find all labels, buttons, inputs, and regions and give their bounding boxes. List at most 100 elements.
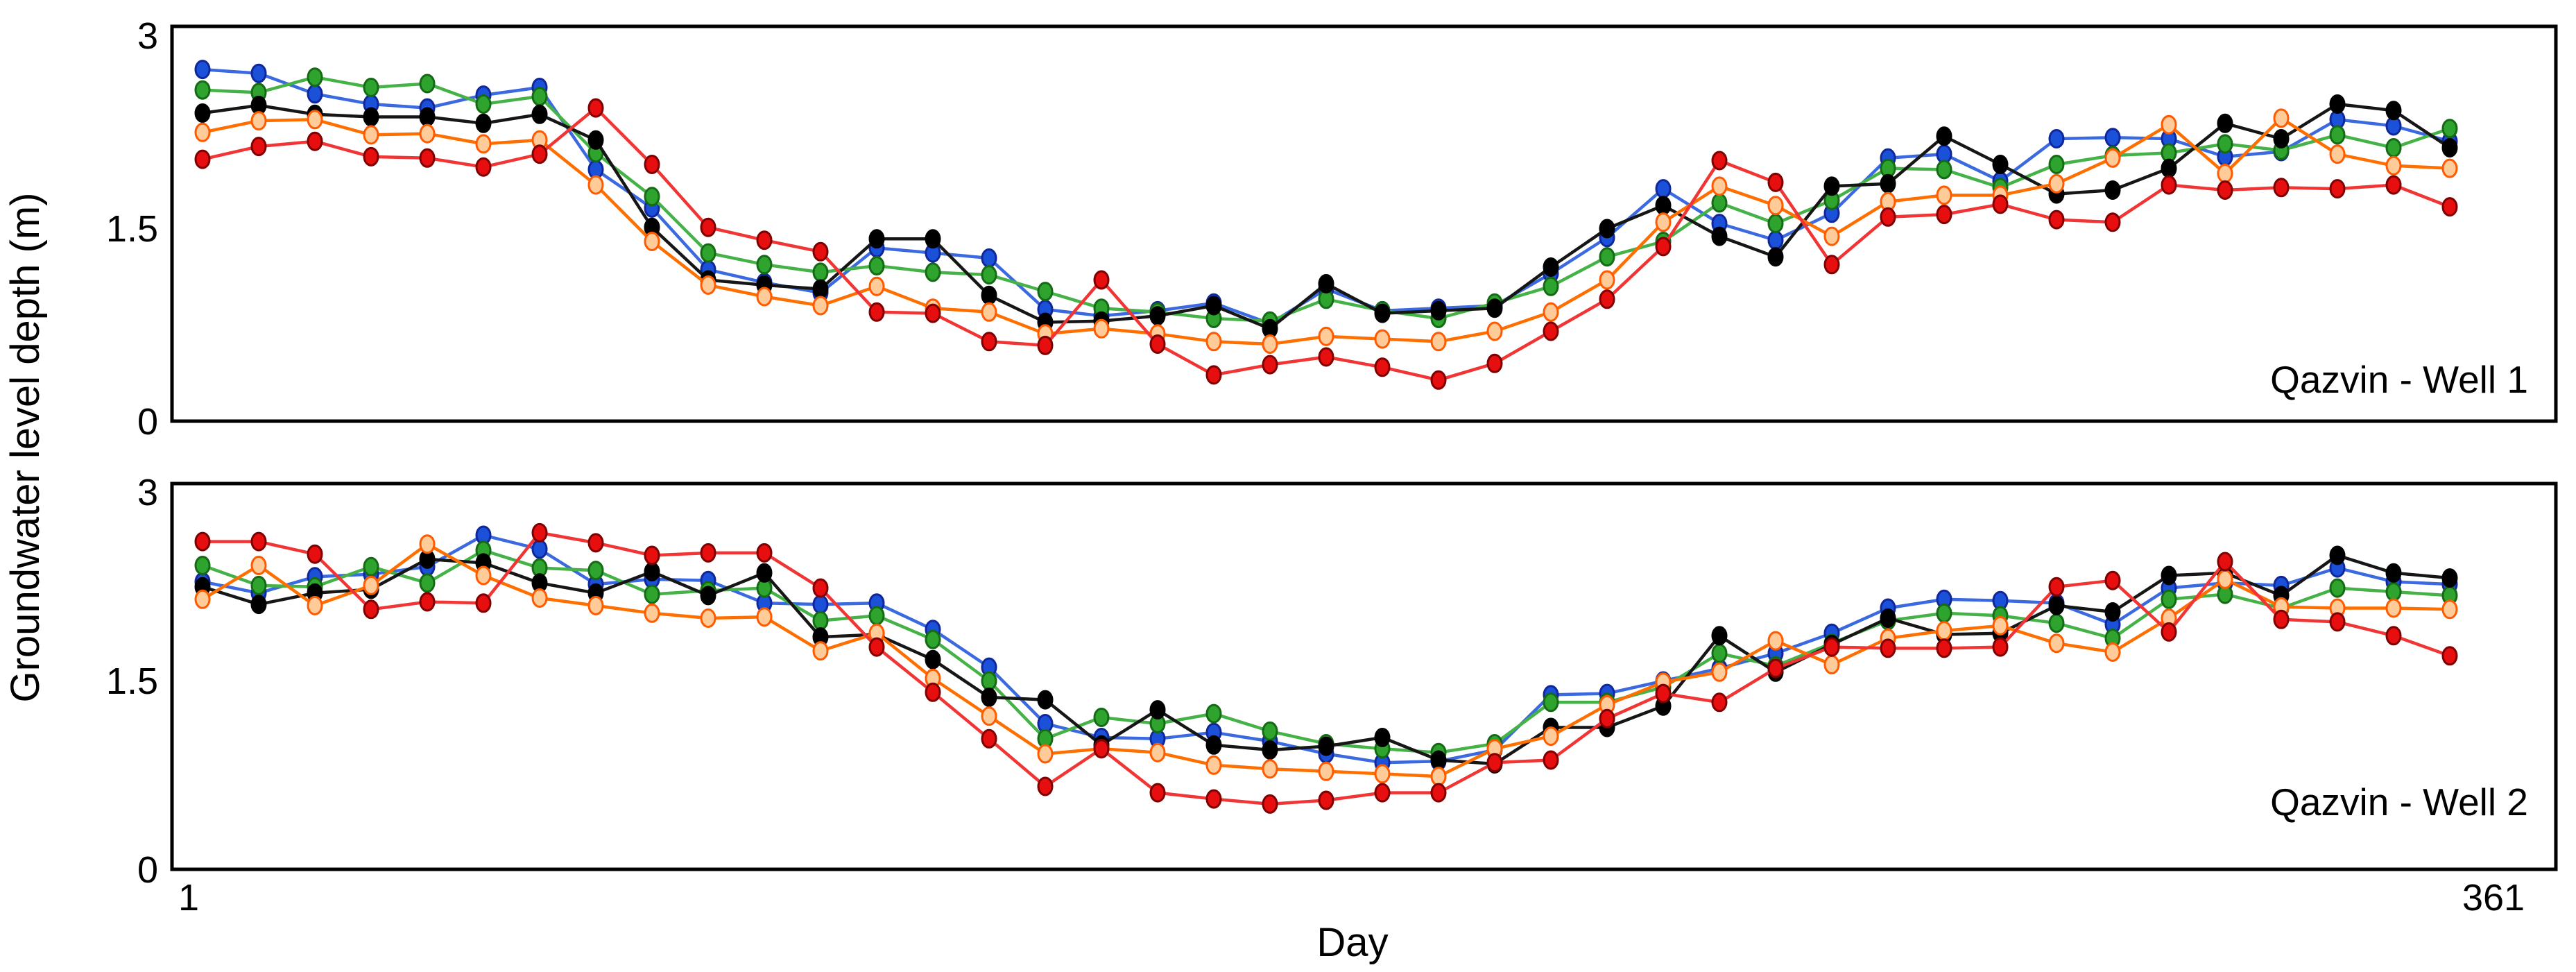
data-point-red [1262, 794, 1278, 814]
data-point-red [1205, 365, 1222, 385]
well2-series-layer [194, 522, 2458, 814]
data-point-black [868, 229, 885, 249]
data-point-orange [700, 608, 716, 628]
data-point-green [2329, 125, 2346, 145]
data-point-red [194, 149, 211, 169]
xtick-day-1: 1 [178, 877, 199, 919]
data-point-red [1823, 637, 1840, 657]
data-point-black [2161, 158, 2177, 178]
well1-series-layer [194, 60, 2458, 390]
data-point-red [1655, 683, 1672, 704]
data-point-black [1486, 298, 1503, 318]
data-point-red [531, 522, 548, 543]
data-point-red [2441, 197, 2458, 217]
data-point-red [981, 332, 997, 352]
data-point-red [1711, 692, 1728, 713]
data-point-orange [1374, 329, 1391, 349]
data-point-black [363, 107, 379, 127]
data-point-orange [307, 595, 323, 615]
series-markers-red [194, 522, 2458, 814]
data-point-black [1149, 306, 1166, 326]
data-point-blue [250, 63, 267, 83]
data-point-red [1767, 658, 1784, 679]
data-point-green [1037, 282, 1054, 302]
data-point-red [812, 578, 829, 598]
data-point-red [1374, 357, 1391, 377]
data-point-orange [250, 556, 267, 575]
data-point-orange [1711, 176, 1728, 196]
data-point-green [475, 94, 492, 114]
data-point-black [250, 595, 267, 615]
data-point-orange [531, 588, 548, 608]
data-point-orange [756, 607, 773, 627]
data-point-orange [1936, 185, 1952, 205]
data-point-orange [475, 134, 492, 154]
data-point-blue [981, 248, 997, 268]
data-point-green [2161, 589, 2177, 609]
data-point-red [1374, 783, 1391, 803]
data-point-red [644, 545, 660, 565]
data-point-orange [1823, 655, 1840, 674]
data-point-black [194, 103, 211, 123]
well1-title: Qazvin - Well 1 [2270, 358, 2528, 401]
data-point-blue [531, 539, 548, 559]
data-point-red [1318, 347, 1334, 367]
series-markers-red [194, 98, 2458, 390]
data-point-red [1543, 321, 1559, 341]
data-point-blue [2104, 128, 2121, 148]
data-point-orange [194, 122, 211, 142]
data-point-red [1205, 789, 1222, 809]
data-point-green [2048, 155, 2065, 174]
data-point-black [2329, 94, 2346, 114]
data-point-black [1599, 219, 1615, 239]
data-point-orange [1655, 212, 1672, 232]
data-point-black [925, 229, 941, 249]
data-point-red [1936, 638, 1952, 658]
data-point-red [1655, 237, 1672, 257]
series-markers-black [194, 94, 2458, 339]
data-point-black [1374, 728, 1391, 747]
data-point-black [925, 649, 941, 670]
data-point-black [1430, 750, 1447, 770]
data-point-green [587, 561, 604, 581]
data-point-orange [812, 296, 829, 316]
data-point-black [1430, 300, 1447, 321]
data-point-red [1823, 255, 1840, 275]
data-point-red [1318, 790, 1334, 810]
data-point-green [644, 584, 660, 604]
data-point-orange [2273, 108, 2290, 128]
data-point-red [2161, 175, 2177, 195]
well1-ytick-3: 3 [137, 15, 158, 57]
data-point-black [1880, 173, 1896, 194]
y-axis-label: Groundwater level depth (m) [3, 193, 48, 703]
data-point-orange [307, 110, 323, 130]
data-point-blue [812, 595, 829, 615]
data-point-red [644, 155, 660, 174]
data-point-orange [475, 565, 492, 586]
data-point-red [1037, 335, 1054, 355]
data-point-red [250, 137, 267, 157]
data-point-green [925, 629, 941, 649]
data-point-orange [1823, 226, 1840, 246]
data-point-green [868, 256, 885, 276]
data-point-green [756, 255, 773, 275]
data-point-black [1992, 155, 2009, 174]
data-point-red [1093, 739, 1110, 759]
data-point-orange [1992, 615, 2009, 636]
well2-ytick-0: 0 [137, 849, 158, 891]
data-point-red [812, 241, 829, 262]
data-point-green [981, 265, 997, 285]
data-point-red [2217, 180, 2233, 200]
data-point-red [363, 599, 379, 620]
data-point-red [1880, 638, 1896, 658]
data-point-black [2329, 545, 2346, 565]
data-point-blue [1655, 179, 1672, 199]
data-point-red [2161, 622, 2177, 642]
data-point-green [1936, 160, 1952, 180]
data-point-green [1767, 214, 1784, 234]
data-point-red [1992, 194, 2009, 214]
data-point-green [1543, 276, 1559, 296]
data-point-red [1599, 708, 1615, 728]
data-point-orange [1767, 196, 1784, 216]
